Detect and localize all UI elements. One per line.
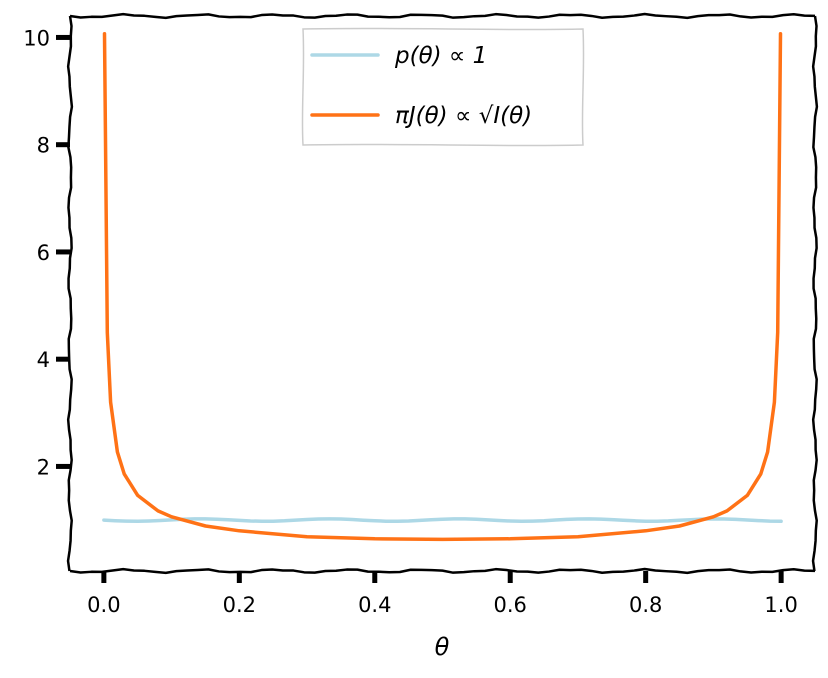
x-tick-label: 0.4	[358, 593, 391, 617]
legend-label-uniform: p(θ) ∝ 1	[394, 43, 487, 69]
legend: p(θ) ∝ 1 πJ(θ) ∝ √I(θ)	[301, 27, 585, 147]
series-jeffreys-prior	[102, 31, 783, 542]
y-tick-label: 6	[37, 241, 50, 265]
axes-spines	[66, 12, 819, 575]
y-tick-label: 2	[37, 455, 50, 479]
x-tick-label: 1.0	[764, 593, 797, 617]
x-tick-label: 0.2	[223, 593, 256, 617]
x-tick-label: 0.0	[87, 593, 120, 617]
spine-right	[811, 15, 819, 572]
y-tick-label: 10	[23, 26, 50, 50]
x-axis-label: θ	[435, 633, 450, 661]
series-uniform-prior	[102, 517, 783, 524]
y-tick-label: 4	[37, 348, 50, 372]
spine-bottom	[69, 567, 816, 575]
y-tick-label: 8	[37, 134, 50, 158]
y-axis: 2 4 6 8 10	[23, 26, 70, 479]
x-tick-label: 0.6	[494, 593, 527, 617]
series-layer	[102, 31, 783, 542]
spine-top	[69, 12, 816, 20]
x-axis: 0.0 0.2 0.4 0.6 0.8 1.0	[87, 571, 798, 617]
legend-label-jeffreys: πJ(θ) ∝ √I(θ)	[395, 103, 532, 129]
x-tick-label: 0.8	[629, 593, 662, 617]
spine-left	[66, 15, 74, 572]
